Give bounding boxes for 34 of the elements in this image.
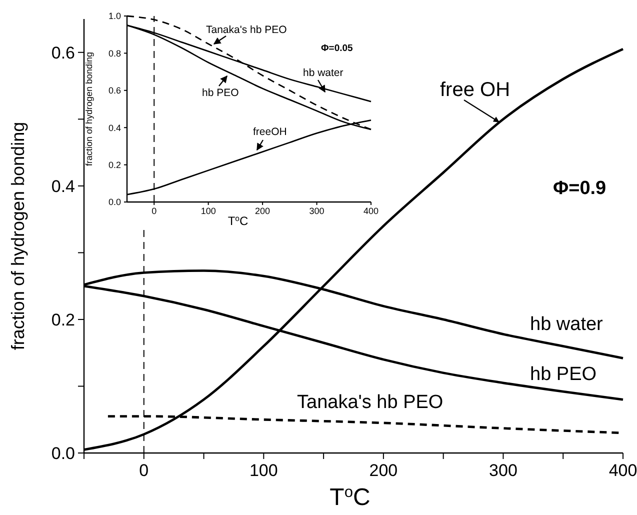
legend-label: hb PEO [202,87,239,99]
y-tick-label: 1.0 [108,11,121,22]
y-tick-label: 0.4 [51,176,75,196]
series-label: Tanaka's hb PEO [297,392,444,413]
x-tick-label: 0 [152,206,157,216]
x-tick-label: 200 [255,206,270,216]
x-tick-label: 200 [369,461,398,480]
x-axis-title: T$^{o}$C [330,484,370,511]
x-tick-label: 400 [608,461,637,480]
y-tick-label: 0.6 [108,86,121,96]
series-label: Tanaka's hb PEO [206,24,287,36]
x-axis-title: T$^{o}$C [228,214,249,228]
y-axis-title: fraction of hydrogen bonding [84,52,94,166]
y-tick-label: 0.2 [51,310,75,330]
y-tick-label: 0.8 [108,48,121,58]
series-label: hb water [303,67,344,79]
annotation: Φ=0.9 [553,178,606,199]
y-tick-label: 0.6 [51,43,75,62]
series-label: free OH [440,79,510,101]
series-label: hb water [530,314,604,335]
series-label: freeOH [253,126,287,138]
y-tick-label: 0.0 [51,444,75,463]
x-tick-label: 300 [489,461,518,480]
y-tick-label: 0.4 [108,122,121,133]
annotation: Φ=0.05 [321,43,354,54]
x-tick-label: 400 [363,206,379,216]
x-tick-label: 100 [200,206,216,216]
y-tick-label: 0.0 [108,197,121,208]
x-tick-label: 0 [139,461,149,480]
x-tick-label: 300 [309,206,324,216]
y-axis-title: fraction of hydrogen bonding [8,122,28,350]
y-tick-label: 0.2 [108,160,121,170]
series-label: hb PEO [530,364,597,385]
x-tick-label: 100 [249,461,278,480]
